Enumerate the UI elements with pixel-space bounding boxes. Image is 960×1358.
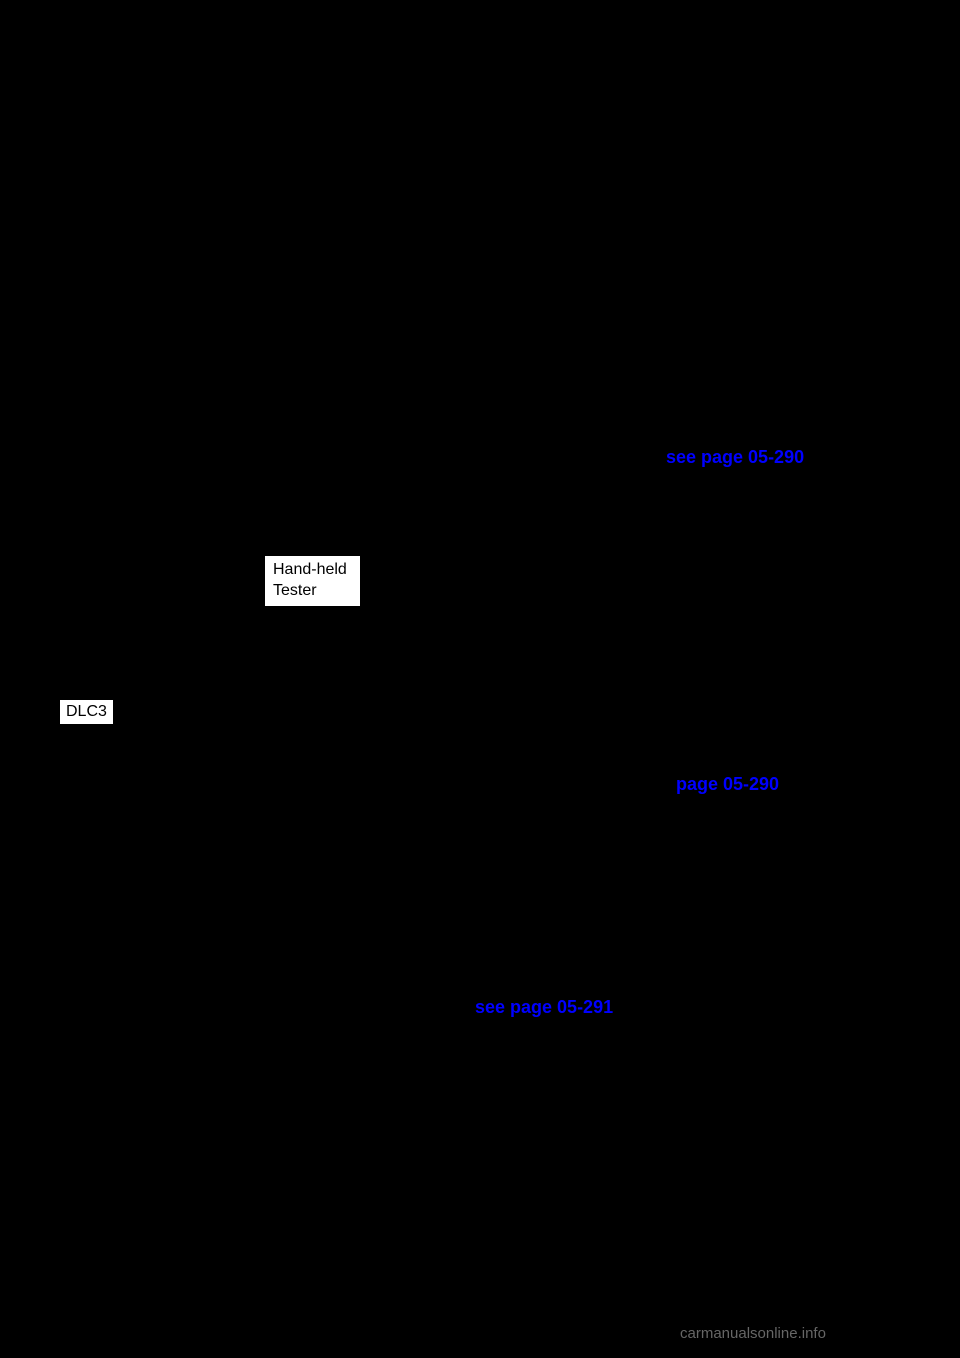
hand-held-tester-label: Hand-held Tester — [265, 556, 360, 606]
link-text-1: see page 05-290 — [666, 447, 804, 467]
watermark-text: carmanualsonline.info — [680, 1325, 826, 1342]
watermark: carmanualsonline.info — [680, 1325, 826, 1342]
link-text-2: page 05-290 — [676, 774, 779, 794]
link-page-05-290[interactable]: page 05-290 — [676, 774, 779, 795]
dlc3-text: DLC3 — [66, 703, 107, 720]
dlc3-label: DLC3 — [60, 700, 113, 724]
link-see-page-05-290-a[interactable]: see page 05-290 — [666, 447, 804, 468]
link-see-page-05-291[interactable]: see page 05-291 — [475, 997, 613, 1018]
hand-held-tester-text: Hand-held Tester — [273, 561, 347, 599]
link-text-3: see page 05-291 — [475, 997, 613, 1017]
